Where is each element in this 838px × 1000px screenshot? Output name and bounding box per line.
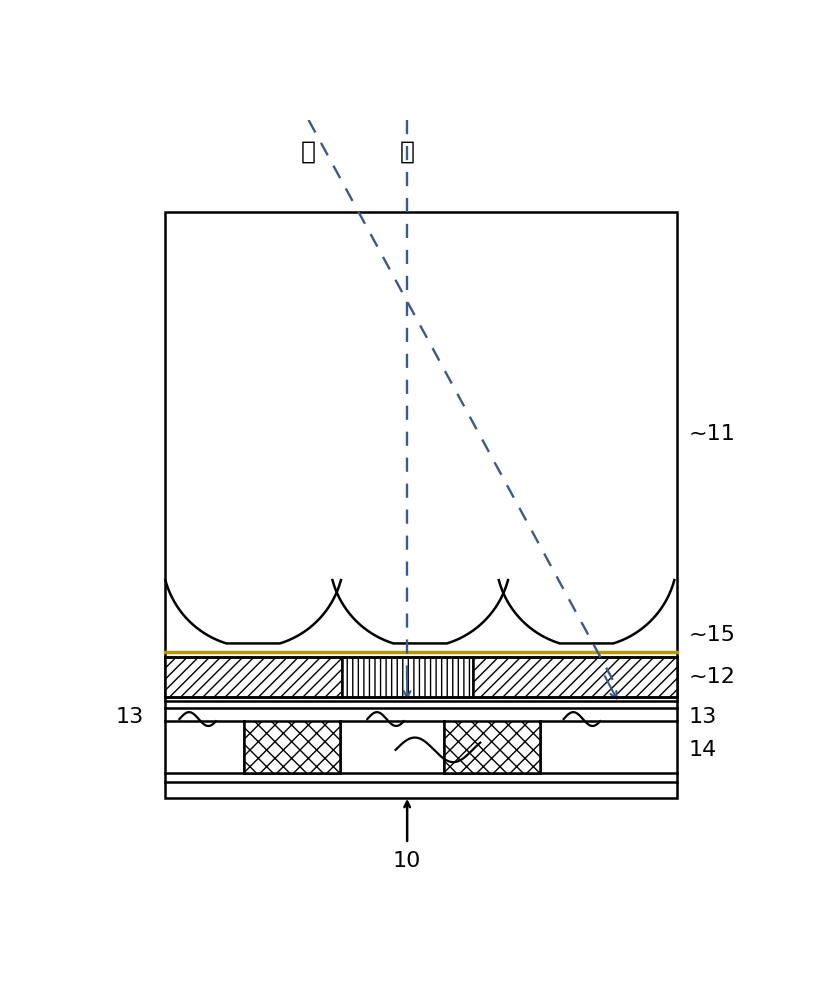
Bar bbox=[164, 212, 676, 798]
Text: 13: 13 bbox=[116, 707, 144, 727]
Bar bbox=[444, 721, 541, 773]
Bar bbox=[164, 657, 342, 697]
Bar bbox=[342, 657, 473, 697]
Text: ~15: ~15 bbox=[688, 625, 735, 645]
Text: 光: 光 bbox=[400, 139, 415, 163]
Bar bbox=[473, 657, 676, 697]
Text: ~12: ~12 bbox=[688, 667, 735, 687]
Text: 10: 10 bbox=[393, 851, 422, 871]
Text: 13: 13 bbox=[688, 707, 716, 727]
Bar bbox=[244, 721, 340, 773]
Text: 光: 光 bbox=[301, 139, 316, 163]
Text: ~11: ~11 bbox=[688, 424, 735, 444]
Text: 14: 14 bbox=[688, 740, 716, 760]
